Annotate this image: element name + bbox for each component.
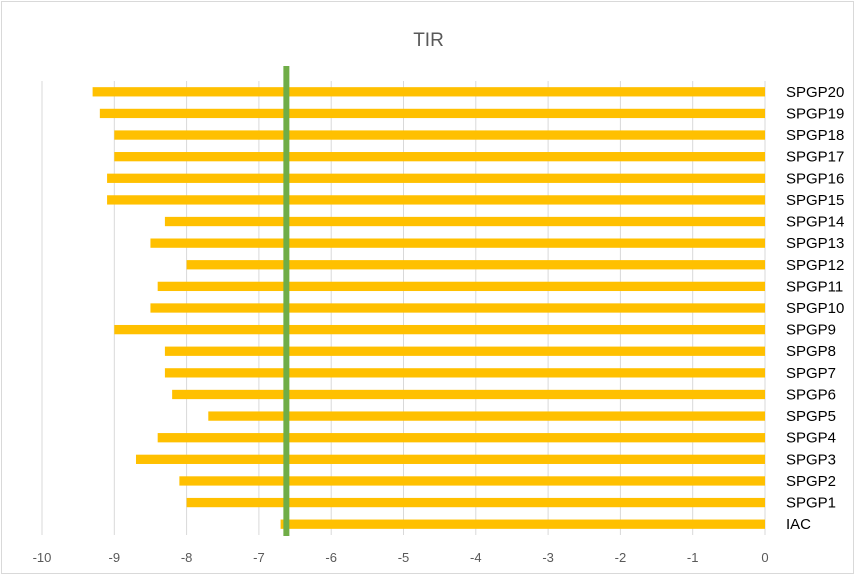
x-tick-label: -5 <box>398 550 410 565</box>
bar <box>150 303 765 313</box>
category-label: SPGP2 <box>786 473 836 490</box>
x-tick-label: 0 <box>761 550 768 565</box>
category-label: SPGP16 <box>786 170 844 187</box>
bar <box>135 454 766 464</box>
x-tick-label: -4 <box>470 550 482 565</box>
bar <box>157 433 765 443</box>
x-tick-label: -3 <box>542 550 554 565</box>
bar <box>114 130 766 140</box>
bar <box>164 368 765 378</box>
x-tick-label: -10 <box>33 550 52 565</box>
category-label: SPGP19 <box>786 105 844 122</box>
bar <box>179 476 765 486</box>
category-label: SPGP17 <box>786 149 844 166</box>
bar <box>208 411 766 421</box>
category-label: SPGP15 <box>786 192 844 209</box>
bar <box>114 152 766 162</box>
bar <box>150 238 765 248</box>
bar <box>172 389 765 400</box>
bar <box>280 519 765 529</box>
category-label: SPGP11 <box>786 278 843 295</box>
category-label: SPGP12 <box>786 257 844 274</box>
category-label: SPGP10 <box>786 300 844 317</box>
category-label: SPGP20 <box>786 84 844 101</box>
x-tick-label: -7 <box>253 550 265 565</box>
bar <box>186 497 766 508</box>
chart-title: TIR <box>413 30 444 51</box>
category-label: SPGP14 <box>786 214 844 231</box>
bar <box>114 324 766 335</box>
bar <box>107 195 765 205</box>
category-label: SPGP5 <box>786 408 836 425</box>
category-label: SPGP9 <box>786 322 836 339</box>
x-tick-label: -8 <box>181 550 193 565</box>
category-label: SPGP7 <box>786 365 836 382</box>
category-label: SPGP4 <box>786 430 836 447</box>
bar <box>164 346 765 356</box>
bar <box>186 260 766 270</box>
bar <box>164 216 765 227</box>
category-label: SPGP6 <box>786 386 836 403</box>
bar <box>92 87 766 97</box>
category-label: SPGP8 <box>786 343 836 360</box>
category-label: SPGP13 <box>786 235 844 252</box>
x-tick-label: -6 <box>325 550 337 565</box>
bar <box>107 173 765 183</box>
bar <box>99 108 766 119</box>
x-tick-label: -2 <box>615 550 627 565</box>
bar <box>157 281 765 292</box>
x-tick-label: -9 <box>109 550 121 565</box>
category-label: SPGP1 <box>786 495 836 512</box>
category-label: SPGP3 <box>786 451 836 468</box>
category-label: IAC <box>786 516 811 533</box>
category-label: SPGP18 <box>786 127 844 144</box>
x-tick-label: -1 <box>687 550 699 565</box>
